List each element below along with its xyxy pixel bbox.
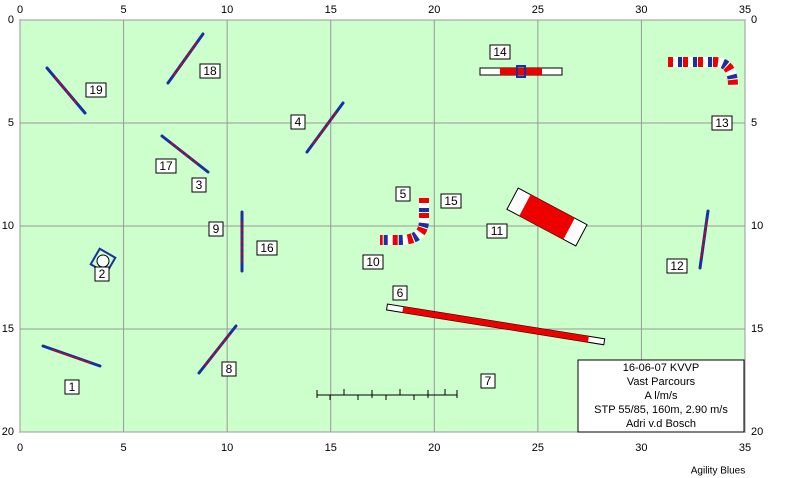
obstacle-label: 10 bbox=[362, 254, 384, 270]
label-box bbox=[666, 258, 688, 274]
obstacle-label: 17 bbox=[155, 158, 177, 174]
label-text: 6 bbox=[397, 286, 404, 300]
x-tick-label: 30 bbox=[635, 442, 647, 454]
obstacle-label: 16 bbox=[256, 240, 278, 256]
jumps bbox=[41, 32, 710, 375]
label-box bbox=[489, 44, 511, 60]
label-text: 12 bbox=[670, 259, 684, 273]
label-text: 14 bbox=[493, 45, 507, 59]
y-tick-label: 15 bbox=[2, 323, 14, 335]
x-tick-label: 10 bbox=[221, 442, 233, 454]
obstacle-7 bbox=[316, 389, 458, 400]
tunnels bbox=[380, 57, 738, 245]
label-text: 2 bbox=[99, 267, 106, 281]
label-text: 19 bbox=[89, 83, 103, 97]
obstacle-label: 7 bbox=[480, 373, 496, 389]
label-text: 1 bbox=[69, 380, 76, 394]
label-box bbox=[155, 158, 177, 174]
y-tick-label: 20 bbox=[751, 426, 763, 438]
obstacle-14-center bbox=[500, 68, 542, 75]
x-tick-label: 0 bbox=[17, 442, 23, 454]
label-box bbox=[85, 82, 107, 98]
y-tick-label: 5 bbox=[751, 117, 757, 129]
obstacle-label: 2 bbox=[94, 266, 110, 282]
y-tick-label: 0 bbox=[8, 14, 14, 26]
obstacle-label: 12 bbox=[666, 258, 688, 274]
label-box bbox=[256, 240, 278, 256]
label-text: 13 bbox=[715, 116, 729, 130]
label-text: 15 bbox=[444, 194, 458, 208]
x-tick-label: 15 bbox=[325, 4, 337, 16]
label-box bbox=[395, 186, 411, 202]
label-text: 5 bbox=[400, 187, 407, 201]
label-box bbox=[440, 193, 462, 209]
obstacle-label: 15 bbox=[440, 193, 462, 209]
label-text: 10 bbox=[366, 255, 380, 269]
obstacle-label: 1 bbox=[64, 379, 80, 395]
label-box bbox=[362, 254, 384, 270]
x-tick-label: 30 bbox=[635, 4, 647, 16]
label-text: 4 bbox=[295, 115, 302, 129]
label-text: 8 bbox=[226, 362, 233, 376]
label-text: 3 bbox=[196, 178, 203, 192]
label-text: 17 bbox=[159, 159, 173, 173]
footer: Agility Blues bbox=[691, 466, 745, 477]
label-box bbox=[290, 114, 306, 130]
label-box bbox=[480, 373, 496, 389]
label-text: 11 bbox=[491, 224, 504, 238]
obstacle-label: 14 bbox=[489, 44, 511, 60]
label-text: 7 bbox=[485, 374, 492, 388]
y-tick-label: 5 bbox=[8, 117, 14, 129]
obstacle-label: 5 bbox=[395, 186, 411, 202]
info-box: 16-06-07 KVVP Vast Parcours A l/m/s STP … bbox=[577, 359, 745, 433]
x-tick-label: 35 bbox=[739, 4, 751, 16]
obstacle-label: 19 bbox=[85, 82, 107, 98]
obstacle-label: 6 bbox=[392, 285, 408, 301]
label-box bbox=[486, 223, 508, 239]
x-tick-label: 20 bbox=[428, 442, 440, 454]
info-line: STP 55/85, 160m, 2.90 m/s bbox=[594, 404, 728, 416]
info-line: A l/m/s bbox=[644, 390, 678, 402]
x-tick-label: 20 bbox=[428, 4, 440, 16]
label-box bbox=[221, 361, 237, 377]
label-box bbox=[711, 115, 733, 131]
label-box bbox=[392, 285, 408, 301]
label-text: 16 bbox=[260, 241, 274, 255]
label-box bbox=[199, 63, 221, 79]
label-text: 18 bbox=[203, 64, 217, 78]
obstacle-label: 11 bbox=[486, 223, 508, 239]
x-tick-label: 25 bbox=[532, 442, 544, 454]
label-box bbox=[208, 221, 224, 237]
label-text: 9 bbox=[213, 222, 220, 236]
obstacle-11 bbox=[506, 187, 588, 247]
x-tick-label: 10 bbox=[221, 4, 233, 16]
x-tick-label: 15 bbox=[325, 442, 337, 454]
info-line: 16-06-07 KVVP bbox=[623, 362, 699, 374]
obstacle-label: 4 bbox=[290, 114, 306, 130]
x-tick-label: 35 bbox=[739, 442, 751, 454]
label-box bbox=[191, 177, 207, 193]
obstacle-label: 3 bbox=[191, 177, 207, 193]
label-box bbox=[64, 379, 80, 395]
obstacle-14-marker bbox=[516, 65, 526, 78]
x-tick-label: 5 bbox=[121, 442, 127, 454]
y-tick-label: 20 bbox=[2, 426, 14, 438]
x-tick-label: 0 bbox=[17, 4, 23, 16]
info-line: Adri v.d Bosch bbox=[626, 418, 696, 430]
obstacle-6 bbox=[385, 303, 606, 346]
y-tick-label: 15 bbox=[751, 323, 763, 335]
y-tick-label: 0 bbox=[751, 14, 757, 26]
y-tick-label: 10 bbox=[751, 220, 763, 232]
label-box bbox=[94, 266, 110, 282]
x-tick-label: 5 bbox=[121, 4, 127, 16]
y-tick-label: 10 bbox=[2, 220, 14, 232]
x-tick-label: 25 bbox=[532, 4, 544, 16]
obstacle-label: 8 bbox=[221, 361, 237, 377]
obstacle-label: 13 bbox=[711, 115, 733, 131]
info-line: Vast Parcours bbox=[627, 376, 696, 388]
obstacle-label: 9 bbox=[208, 221, 224, 237]
obstacle-label: 18 bbox=[199, 63, 221, 79]
